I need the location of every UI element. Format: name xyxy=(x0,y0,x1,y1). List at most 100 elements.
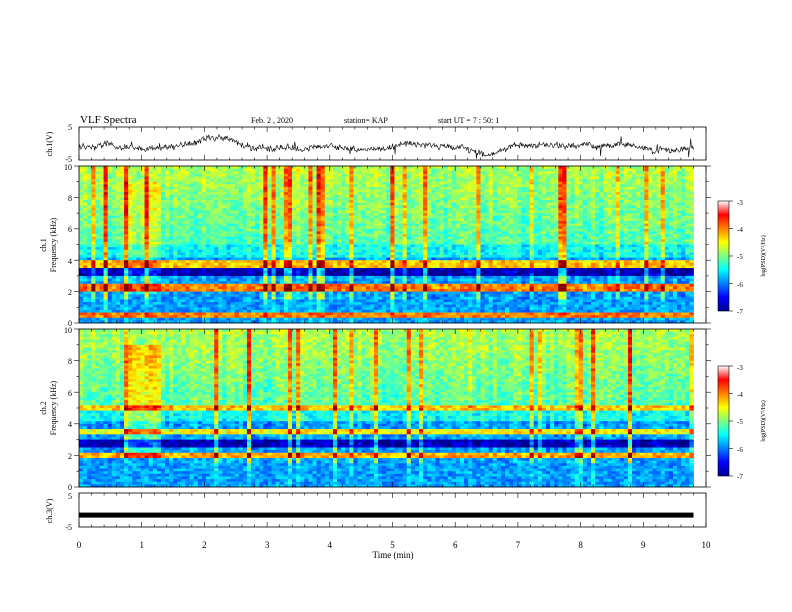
spectrogram-cell xyxy=(431,181,436,185)
spectrogram-cell xyxy=(160,189,166,193)
spectrogram-cell xyxy=(681,200,686,204)
spectrogram-cell xyxy=(578,249,584,253)
spectrogram-cell xyxy=(619,166,625,170)
spectrogram-cell xyxy=(382,218,387,222)
spectrogram-cell xyxy=(505,197,510,201)
spectrogram-cell xyxy=(238,197,244,201)
spectrogram-cell xyxy=(480,215,485,219)
spectrogram-cell xyxy=(509,210,514,214)
spectrogram-cell xyxy=(246,215,252,219)
spectrogram-cell xyxy=(160,171,166,175)
spectrogram-cell xyxy=(140,168,145,172)
spectrogram-cell xyxy=(480,249,485,253)
spectrogram-cell xyxy=(668,223,674,227)
spectrogram-cell xyxy=(205,184,211,188)
spectrogram-cell xyxy=(242,179,248,183)
spectrogram-cell xyxy=(619,247,625,251)
spectrogram-cell xyxy=(283,239,289,243)
spectrogram-cell xyxy=(599,200,604,204)
spectrogram-cell xyxy=(439,215,444,219)
spectrogram-cell xyxy=(357,210,363,214)
spectrogram-cell xyxy=(312,202,317,206)
spectrogram-cell xyxy=(214,239,219,243)
spectrogram-cell xyxy=(234,241,240,245)
spectrogram-cell xyxy=(619,207,625,211)
spectrogram-cell xyxy=(181,218,186,222)
spectrogram-cell xyxy=(349,181,354,185)
spectrogram-cell xyxy=(238,241,244,245)
spectrogram-cell xyxy=(529,234,535,238)
spectrogram-cell xyxy=(664,181,670,185)
spectrogram-cell xyxy=(566,239,571,243)
spectrogram-cell xyxy=(144,223,150,227)
spectrogram-cell xyxy=(345,218,350,222)
spectrogram-cell xyxy=(361,223,367,227)
spectrogram-cell xyxy=(160,173,166,177)
spectrogram-cell xyxy=(361,176,367,180)
spectrogram-cell xyxy=(181,241,186,245)
spectrogram-cell xyxy=(427,184,432,188)
spectrogram-cell xyxy=(410,231,416,235)
spectrogram-cell xyxy=(386,226,391,230)
spectrogram-cell xyxy=(279,228,285,232)
spectrogram-cell xyxy=(644,179,649,183)
spectrogram-cell xyxy=(570,223,576,227)
spectrogram-cell xyxy=(681,234,686,238)
spectrogram-cell xyxy=(324,192,330,196)
spectrogram-cell xyxy=(312,171,317,175)
spectrogram-cell xyxy=(660,241,666,245)
spectrogram-cell xyxy=(337,189,342,193)
spectrogram-cell xyxy=(472,210,477,214)
spectrogram-cell xyxy=(160,252,166,256)
spectrogram-cell xyxy=(341,231,346,235)
spectrogram-cell xyxy=(464,202,469,206)
spectrogram-cell xyxy=(480,168,485,172)
spectrogram-cell xyxy=(160,166,166,170)
spectrogram-cell xyxy=(451,205,457,209)
spectrogram-cell xyxy=(562,226,567,230)
spectrogram-cell xyxy=(681,194,686,198)
spectrogram-cell xyxy=(222,194,227,198)
spectrogram-cell xyxy=(406,220,412,224)
spectrogram-cell xyxy=(509,239,514,243)
spectrogram-cell xyxy=(607,247,612,251)
spectrogram-cell xyxy=(599,197,604,201)
spectrogram-cell xyxy=(513,181,518,185)
spectrogram-cell xyxy=(91,220,96,224)
spectrogram-cell xyxy=(406,234,412,238)
spectrogram-cell xyxy=(79,176,84,180)
spectrogram-cell xyxy=(636,186,641,190)
spectrogram-cell xyxy=(287,192,293,196)
spectrogram-cell xyxy=(640,241,645,245)
spectrogram-cell xyxy=(603,200,608,204)
spectrogram-cell xyxy=(349,249,354,253)
spectrogram-cell xyxy=(181,223,186,227)
spectrogram-cell xyxy=(505,179,510,183)
spectrogram-cell xyxy=(570,234,576,238)
spectrogram-cell xyxy=(599,249,604,253)
spectrogram-cell xyxy=(570,241,576,245)
spectrogram-cell xyxy=(607,202,612,206)
spectrogram-cell xyxy=(685,234,690,238)
spectrogram-cell xyxy=(345,192,350,196)
spectrogram-cell xyxy=(660,181,666,185)
spectrogram-cell xyxy=(128,184,133,188)
spectrogram-cell xyxy=(476,186,481,190)
spectrogram-cell xyxy=(529,179,535,183)
spectrogram-cell xyxy=(292,231,297,235)
spectrogram-cell xyxy=(214,173,219,177)
spectrogram-cell xyxy=(414,247,420,251)
spectrogram-cell xyxy=(562,189,567,193)
spectrogram-cell xyxy=(275,236,281,240)
spectrogram-cell xyxy=(541,205,547,209)
spectrogram-cell xyxy=(431,228,436,232)
spectrogram-cell xyxy=(79,207,84,211)
spectrogram-cell xyxy=(447,184,453,188)
spectrogram-cell xyxy=(640,179,645,183)
spectrogram-cell xyxy=(476,244,481,248)
spectrogram-cell xyxy=(87,200,92,204)
spectrogram-cell xyxy=(406,192,412,196)
spectrogram-cell xyxy=(275,194,281,198)
spectrogram-cell xyxy=(627,207,633,211)
spectrogram-cell xyxy=(414,179,420,183)
